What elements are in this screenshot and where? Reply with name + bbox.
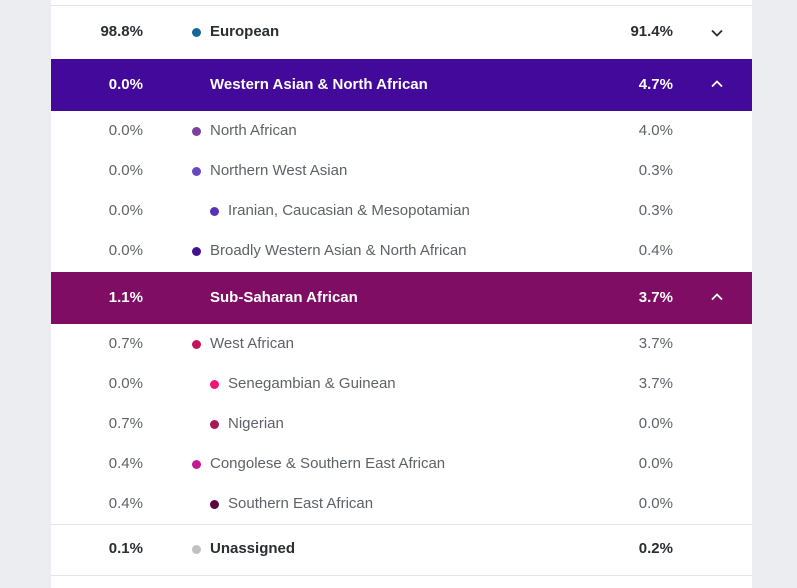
row-label: Broadly Western Asian & North African xyxy=(210,242,467,259)
row-southern-east-african[interactable]: 0.4% Southern East African 0.0% xyxy=(51,484,752,524)
row-label: Unassigned xyxy=(210,540,296,557)
row-left-percent: 98.8% xyxy=(100,23,143,40)
row-european[interactable]: 98.8% European 91.4% xyxy=(51,6,752,58)
color-dot-icon xyxy=(192,247,201,256)
ancestry-breakdown-panel: 98.8% European 91.4% 0.0% Western Asian … xyxy=(51,0,752,588)
row-right-percent: 91.4% xyxy=(630,23,673,40)
row-congolese-southern-east-african[interactable]: 0.4% Congolese & Southern East African 0… xyxy=(51,444,752,484)
color-dot-icon xyxy=(210,207,219,216)
color-dot-icon xyxy=(192,167,201,176)
row-left-percent: 0.0% xyxy=(108,162,143,179)
row-left-percent: 0.1% xyxy=(108,540,143,557)
row-right-percent: 0.2% xyxy=(638,540,673,557)
row-label: Western Asian & North African xyxy=(210,76,428,93)
row-right-percent: 3.7% xyxy=(638,289,673,306)
row-right-percent: 0.0% xyxy=(638,415,673,432)
color-dot-icon xyxy=(192,127,201,136)
color-dot-icon xyxy=(192,28,201,37)
row-left-percent: 0.4% xyxy=(108,455,143,472)
row-left-percent: 0.0% xyxy=(108,202,143,219)
row-right-percent: 3.7% xyxy=(638,375,673,392)
color-dot-icon xyxy=(210,380,219,389)
row-right-percent: 4.7% xyxy=(638,76,673,93)
row-left-percent: 0.0% xyxy=(108,122,143,139)
row-right-percent: 0.0% xyxy=(638,495,673,512)
row-left-percent: 0.0% xyxy=(108,76,143,93)
row-broadly-western-asian-north-african[interactable]: 0.0% Broadly Western Asian & North Afric… xyxy=(51,231,752,271)
row-label: Nigerian xyxy=(228,415,284,432)
color-dot-icon xyxy=(192,545,201,554)
chevron-up-icon[interactable] xyxy=(709,289,725,305)
row-label: Senegambian & Guinean xyxy=(228,375,396,392)
row-nigerian[interactable]: 0.7% Nigerian 0.0% xyxy=(51,404,752,444)
divider xyxy=(51,575,752,576)
row-right-percent: 0.3% xyxy=(638,202,673,219)
row-right-percent: 0.3% xyxy=(638,162,673,179)
row-label: Iranian, Caucasian & Mesopotamian xyxy=(228,202,470,219)
color-dot-icon xyxy=(192,460,201,469)
color-dot-icon xyxy=(210,500,219,509)
row-right-percent: 0.0% xyxy=(638,455,673,472)
row-left-percent: 0.4% xyxy=(108,495,143,512)
chevron-up-icon[interactable] xyxy=(709,76,725,92)
chevron-down-icon[interactable] xyxy=(709,25,725,41)
row-northern-west-asian[interactable]: 0.0% Northern West Asian 0.3% xyxy=(51,151,752,191)
row-western-asian-north-african[interactable]: 0.0% Western Asian & North African 4.7% xyxy=(51,59,752,111)
row-left-percent: 0.7% xyxy=(108,335,143,352)
row-iranian-caucasian-mesopotamian[interactable]: 0.0% Iranian, Caucasian & Mesopotamian 0… xyxy=(51,191,752,231)
row-senegambian-guinean[interactable]: 0.0% Senegambian & Guinean 3.7% xyxy=(51,364,752,404)
row-label: European xyxy=(210,23,280,40)
row-left-percent: 0.7% xyxy=(108,415,143,432)
color-dot-icon xyxy=(210,420,219,429)
row-west-african[interactable]: 0.7% West African 3.7% xyxy=(51,324,752,364)
row-label: West African xyxy=(210,335,294,352)
row-label: Southern East African xyxy=(228,495,374,512)
row-unassigned: 0.1% Unassigned 0.2% xyxy=(51,525,752,575)
row-north-african[interactable]: 0.0% North African 4.0% xyxy=(51,111,752,151)
row-left-percent: 0.0% xyxy=(108,242,143,259)
row-label: Northern West Asian xyxy=(210,162,348,179)
row-left-percent: 0.0% xyxy=(108,375,143,392)
row-right-percent: 0.4% xyxy=(638,242,673,259)
row-sub-saharan-african[interactable]: 1.1% Sub-Saharan African 3.7% xyxy=(51,272,752,324)
row-right-percent: 4.0% xyxy=(638,122,673,139)
row-right-percent: 3.7% xyxy=(638,335,673,352)
row-label: Sub-Saharan African xyxy=(210,289,358,306)
row-label: North African xyxy=(210,122,297,139)
row-label: Congolese & Southern East African xyxy=(210,455,446,472)
divider xyxy=(51,5,752,6)
color-dot-icon xyxy=(192,340,201,349)
row-left-percent: 1.1% xyxy=(108,289,143,306)
divider xyxy=(51,524,752,525)
